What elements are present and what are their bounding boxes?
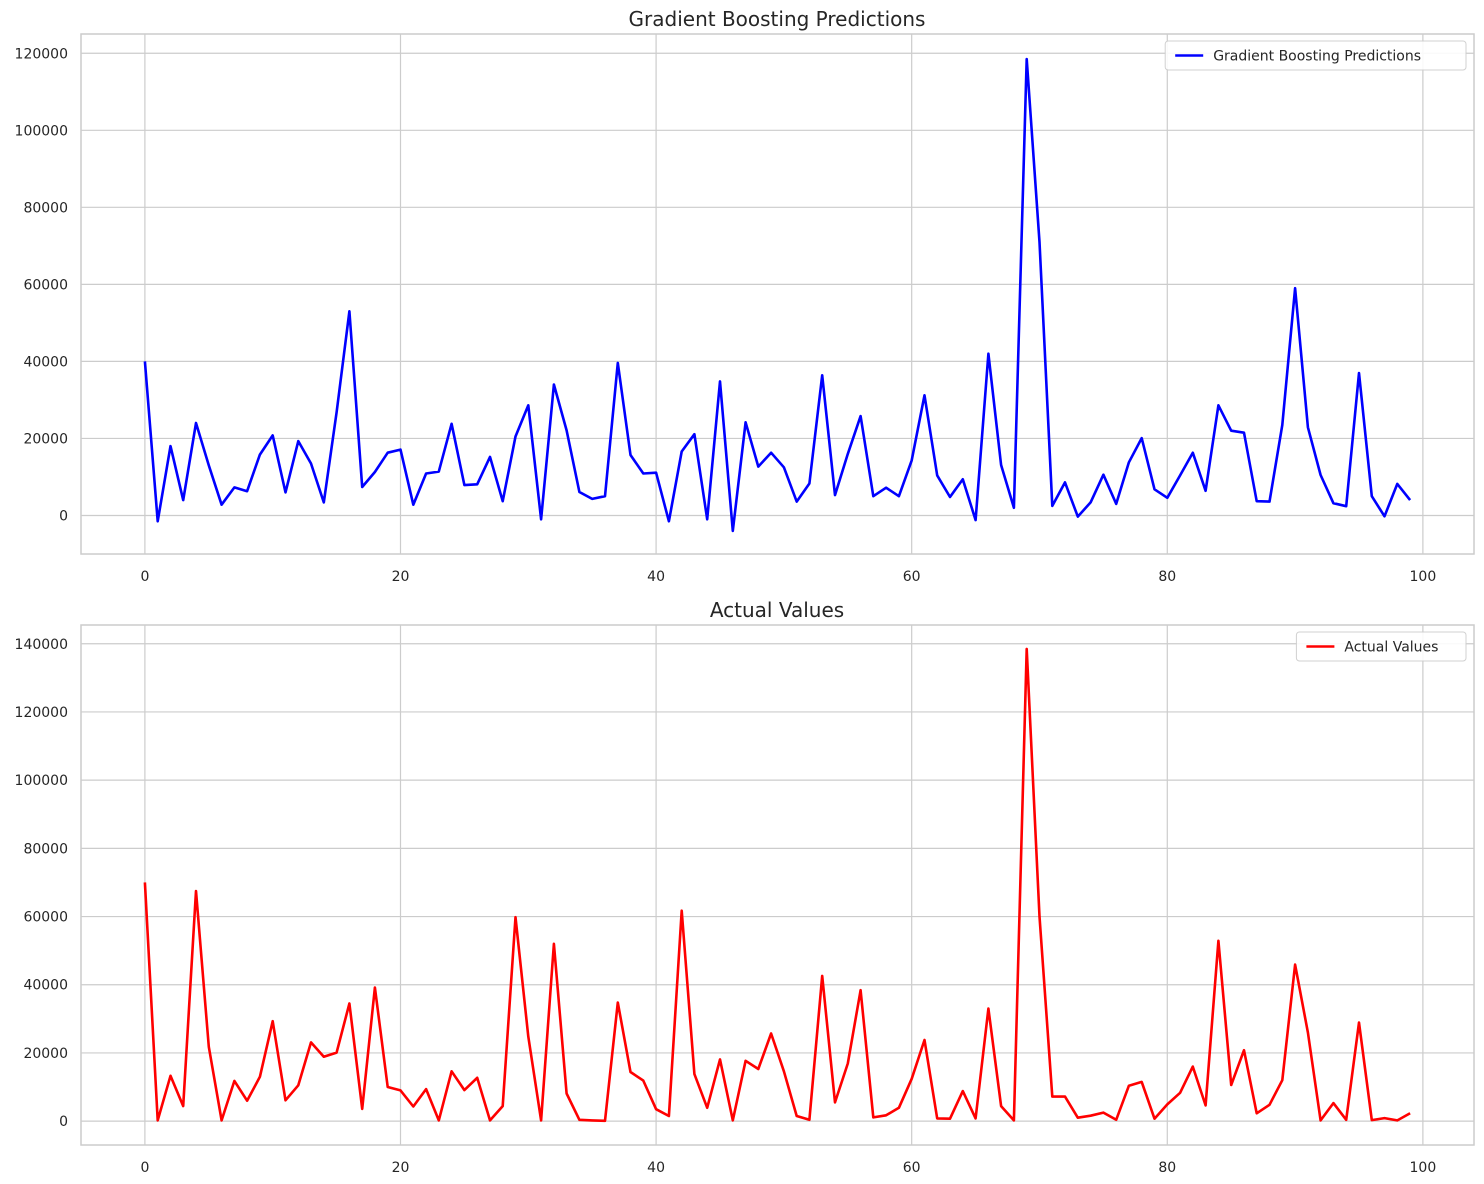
predictions-chart-panel: Gradient Boosting Predictions 0 20 40 60 80 1… xyxy=(15,7,1475,585)
actual-legend-box xyxy=(1295,631,1467,662)
actual-values-chart-panel: Actual Values 0 20 40 60 80 100 0 20000 40000 600… xyxy=(15,598,1475,1176)
actual-x-tick-label: 100 xyxy=(1410,1160,1437,1176)
predictions-y-tick-label: 100000 xyxy=(15,123,68,139)
predictions-x-tick-label: 40 xyxy=(647,569,665,585)
predictions-y-tick-label: 0 xyxy=(59,508,68,524)
predictions-chart-title: Gradient Boosting Predictions xyxy=(629,7,926,31)
predictions-axes-frame xyxy=(80,33,1475,555)
actual-y-tick-label: 0 xyxy=(59,1114,68,1130)
actual-y-tick-label: 60000 xyxy=(23,910,68,926)
actual-series-line xyxy=(143,647,1411,1123)
predictions-legend: Gradient Boosting Predictions xyxy=(1164,40,1467,71)
actual-legend: Actual Values xyxy=(1295,631,1467,662)
predictions-legend-label: Gradient Boosting Predictions xyxy=(1213,49,1421,65)
actual-y-tick-label: 80000 xyxy=(23,841,68,857)
predictions-x-tick-label: 100 xyxy=(1410,569,1437,585)
actual-y-tick-label: 40000 xyxy=(23,978,68,994)
predictions-legend-box xyxy=(1164,40,1467,71)
predictions-x-tick-label: 0 xyxy=(140,569,149,585)
actual-y-tick-label: 100000 xyxy=(15,773,68,789)
predictions-y-tick-label: 60000 xyxy=(23,277,68,293)
actual-x-tick-label: 40 xyxy=(647,1160,665,1176)
actual-y-tick-label: 140000 xyxy=(15,637,68,653)
actual-x-tick-label: 0 xyxy=(140,1160,149,1176)
actual-legend-label: Actual Values xyxy=(1344,640,1438,656)
actual-values-chart-title: Actual Values xyxy=(710,598,844,622)
actual-plot-area xyxy=(81,625,1474,1145)
predictions-y-tick-label: 20000 xyxy=(23,431,68,447)
actual-x-tick-label: 60 xyxy=(903,1160,921,1176)
predictions-x-tick-label: 20 xyxy=(392,569,410,585)
predictions-y-tick-label: 40000 xyxy=(23,354,68,370)
actual-x-tick-label: 80 xyxy=(1158,1160,1176,1176)
predictions-y-tick-label: 80000 xyxy=(23,200,68,216)
predictions-x-tick-label: 80 xyxy=(1158,569,1176,585)
predictions-y-tick-label: 120000 xyxy=(15,46,68,62)
predictions-series-line xyxy=(143,57,1412,533)
actual-y-tick-label: 120000 xyxy=(15,705,68,721)
actual-x-tick-label: 20 xyxy=(392,1160,410,1176)
actual-axes-frame xyxy=(80,624,1475,1146)
actual-y-tick-label: 20000 xyxy=(23,1046,68,1062)
predictions-x-tick-label: 60 xyxy=(903,569,921,585)
